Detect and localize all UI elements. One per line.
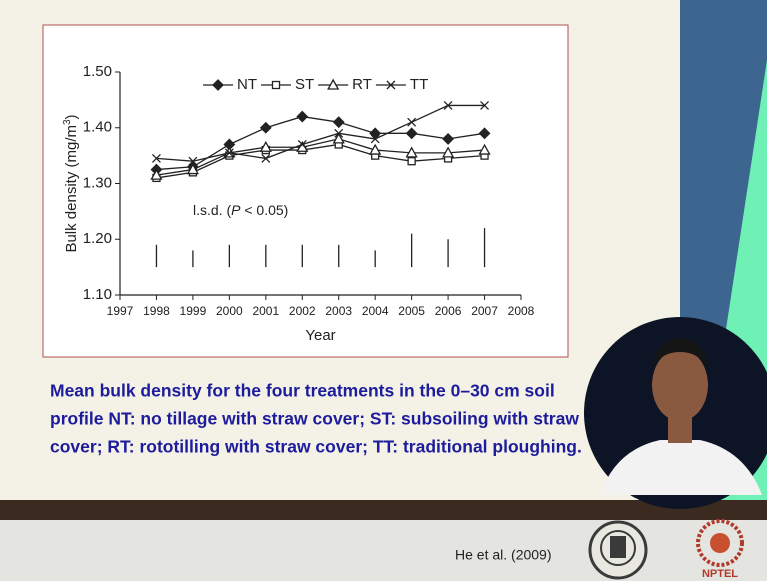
x-tick-label: 2006 [435,304,462,318]
y-tick-label: 1.10 [83,286,112,303]
x-tick-label: 2001 [252,304,279,318]
citation: He et al. (2009) [455,547,552,563]
legend-marker [273,82,280,89]
caption-line: profile NT: no tillage with straw cover;… [50,409,579,429]
x-tick-label: 1999 [180,304,207,318]
legend-label: NT [237,76,257,93]
slide: 1.10 1.20 1.30 1.40 1.50 1997 1998 1999 2000 2001… [0,0,767,581]
x-tick-label: 2007 [471,304,498,318]
point [408,158,415,165]
x-tick-label: 2004 [362,304,389,318]
legend-label: ST [295,76,314,93]
legend-label: TT [410,76,428,93]
y-tick-label: 1.30 [83,174,112,191]
y-tick-label: 1.40 [83,119,112,136]
y-axis-label-part: Bulk density (mg/m [63,125,80,253]
x-tick-label: 2005 [398,304,425,318]
x-tick-label: 2000 [216,304,243,318]
presenter-video [584,317,767,509]
y-tick-label: 1.50 [83,63,112,80]
x-tick-label: 1997 [107,304,134,318]
lsd-label: l.s.d. (P < 0.05) [193,202,288,218]
x-axis-label: Year [305,327,335,344]
iit-logo [590,522,646,578]
x-tick-label: 2003 [325,304,352,318]
x-tick-label: 2002 [289,304,316,318]
caption-line: cover; RT: rototilling with straw cover;… [50,437,582,457]
footer [0,520,767,581]
legend-label: RT [352,76,372,93]
logo-text: NPTEL [702,568,738,580]
lsd-label-part: < 0.05) [240,202,288,218]
x-tick-label: 2008 [508,304,535,318]
lsd-label-part: l.s.d. ( [193,202,231,218]
y-axis-label: Bulk density (mg/m3) [62,114,80,252]
x-tick-label: 1998 [143,304,170,318]
caption-line: Mean bulk density for the four treatment… [50,381,555,401]
y-tick-label: 1.20 [83,230,112,247]
y-axis-label-part: ) [63,114,80,119]
